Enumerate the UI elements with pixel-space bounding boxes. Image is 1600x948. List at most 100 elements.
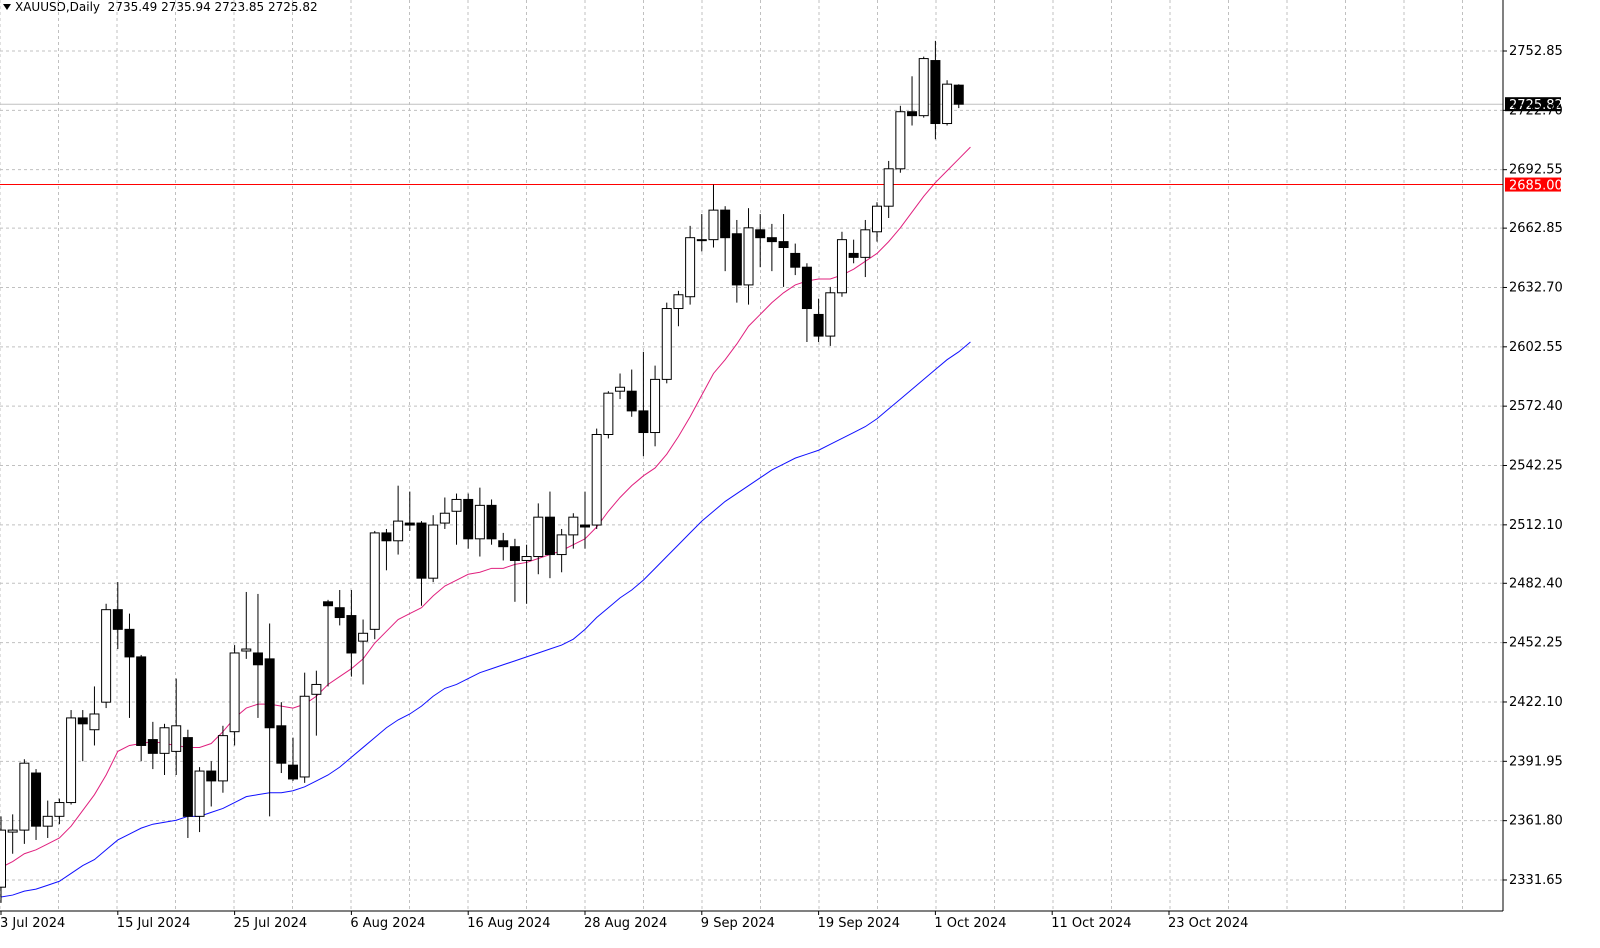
- candle-body: [848, 252, 859, 258]
- candle[interactable]: [171, 678, 182, 775]
- candle-body: [0, 829, 6, 888]
- candle[interactable]: [451, 493, 462, 545]
- candle[interactable]: [825, 286, 836, 346]
- candle[interactable]: [19, 759, 30, 844]
- candle[interactable]: [860, 219, 871, 278]
- candle[interactable]: [206, 761, 217, 807]
- candle[interactable]: [229, 645, 240, 746]
- candle[interactable]: [7, 814, 18, 854]
- candle[interactable]: [533, 503, 544, 575]
- candle[interactable]: [112, 582, 123, 650]
- candle[interactable]: [288, 737, 298, 781]
- candle[interactable]: [217, 725, 228, 793]
- candle[interactable]: [661, 302, 672, 384]
- time-tick-label: 19 Sep 2024: [818, 916, 900, 931]
- candle[interactable]: [54, 798, 65, 825]
- candle[interactable]: [872, 202, 882, 242]
- candle[interactable]: [685, 225, 696, 305]
- candle[interactable]: [346, 589, 357, 677]
- candle[interactable]: [521, 544, 532, 604]
- symbol-dropdown-icon[interactable]: [3, 4, 11, 10]
- candle[interactable]: [731, 219, 742, 303]
- candle[interactable]: [615, 373, 626, 400]
- candle[interactable]: [77, 710, 88, 762]
- candle[interactable]: [755, 214, 766, 268]
- candle[interactable]: [358, 619, 369, 685]
- candle[interactable]: [638, 351, 649, 457]
- candle-body: [404, 522, 415, 526]
- candle-body: [907, 111, 918, 117]
- candle[interactable]: [556, 528, 567, 573]
- candle[interactable]: [101, 603, 112, 709]
- candle[interactable]: [743, 208, 754, 305]
- candle[interactable]: [673, 290, 684, 327]
- candle[interactable]: [474, 487, 485, 557]
- candle-body: [895, 111, 906, 170]
- candle[interactable]: [708, 184, 719, 248]
- candle[interactable]: [778, 214, 789, 287]
- candle[interactable]: [463, 493, 474, 549]
- candle[interactable]: [509, 538, 520, 602]
- time-tick-label: 9 Sep 2024: [701, 916, 775, 931]
- candle-body: [825, 292, 836, 337]
- candle[interactable]: [393, 485, 404, 555]
- candle[interactable]: [31, 769, 42, 840]
- candle[interactable]: [124, 613, 135, 718]
- candle[interactable]: [591, 428, 602, 529]
- candle[interactable]: [603, 391, 614, 439]
- candle-body: [813, 313, 824, 337]
- candle[interactable]: [439, 497, 450, 529]
- candle[interactable]: [930, 40, 941, 140]
- candle[interactable]: [790, 243, 801, 276]
- candle[interactable]: [650, 365, 661, 447]
- candle[interactable]: [918, 56, 929, 118]
- candle[interactable]: [836, 231, 847, 297]
- candle[interactable]: [194, 767, 205, 833]
- candle[interactable]: [264, 623, 275, 817]
- candle[interactable]: [0, 816, 6, 903]
- candle[interactable]: [299, 672, 310, 783]
- candle[interactable]: [498, 532, 509, 561]
- candle[interactable]: [486, 499, 497, 545]
- candle[interactable]: [544, 491, 555, 579]
- candle[interactable]: [241, 591, 252, 659]
- candle[interactable]: [942, 80, 953, 126]
- price-tick-label: 2422.10: [1509, 695, 1563, 710]
- candle[interactable]: [159, 723, 170, 775]
- candle[interactable]: [323, 599, 334, 687]
- candle[interactable]: [953, 84, 964, 109]
- candle[interactable]: [766, 223, 777, 272]
- candle-body: [509, 546, 520, 561]
- candle[interactable]: [895, 105, 906, 173]
- candle[interactable]: [416, 521, 427, 606]
- candle[interactable]: [801, 263, 812, 342]
- candle[interactable]: [311, 670, 322, 736]
- candle[interactable]: [182, 729, 193, 838]
- candle[interactable]: [568, 513, 579, 549]
- candle[interactable]: [626, 369, 637, 417]
- candle[interactable]: [89, 686, 100, 746]
- candle[interactable]: [720, 206, 731, 272]
- ma-fast-line: [0, 146, 971, 868]
- candle-body: [685, 237, 696, 298]
- candle[interactable]: [696, 214, 707, 252]
- candle[interactable]: [276, 702, 287, 774]
- candle-body: [521, 556, 532, 561]
- candle[interactable]: [334, 589, 345, 626]
- candle[interactable]: [147, 721, 158, 770]
- candle[interactable]: [42, 800, 53, 838]
- candle[interactable]: [404, 491, 415, 531]
- candle[interactable]: [66, 710, 77, 805]
- candle[interactable]: [813, 298, 824, 342]
- candle[interactable]: [580, 491, 590, 549]
- candle[interactable]: [883, 160, 894, 219]
- candle[interactable]: [369, 530, 380, 640]
- candle[interactable]: [428, 515, 439, 583]
- candle[interactable]: [381, 528, 392, 571]
- candle[interactable]: [907, 76, 918, 126]
- candle[interactable]: [252, 593, 263, 718]
- candle[interactable]: [136, 654, 147, 762]
- candle-body: [31, 772, 42, 827]
- candle[interactable]: [848, 239, 859, 264]
